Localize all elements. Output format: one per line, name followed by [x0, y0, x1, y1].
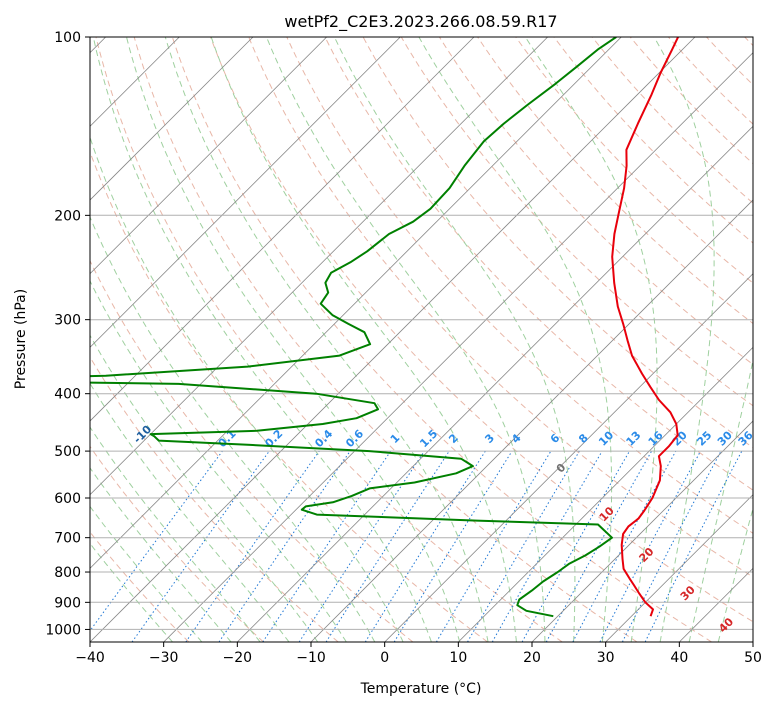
y-axis-ticks: 100 200 300 400 500 600 700 800 900 1000	[45, 30, 90, 638]
moist-adiabat	[210, 37, 517, 642]
y-tick-label: 900	[54, 595, 81, 611]
mixing-ratio-line	[521, 450, 630, 642]
dry-adiabat	[324, 37, 753, 491]
dry-adiabat	[95, 37, 563, 642]
isobars	[90, 37, 753, 630]
y-tick-label: 1000	[45, 622, 81, 638]
isotherm-line	[90, 37, 696, 642]
moist-adiabat	[90, 542, 173, 642]
moist-adiabat	[164, 37, 489, 642]
x-tick-label: 20	[523, 650, 541, 666]
chart-title: wetPf2_C2E3.2023.266.08.59.R17	[284, 12, 557, 32]
moist-adiabat	[90, 334, 319, 642]
mixing-ratio-line	[131, 450, 270, 642]
moist-adiabat	[90, 215, 376, 642]
temperature-profile	[611, 37, 680, 617]
mixing-ratio-line	[185, 450, 320, 642]
dry-adiabat	[133, 37, 638, 642]
x-tick-label: −20	[223, 650, 253, 666]
moist-adiabat	[92, 37, 432, 642]
x-tick-label: 10	[449, 650, 467, 666]
profile-series	[90, 37, 680, 618]
x-tick-label: −40	[75, 650, 105, 666]
mixing-ratio-line	[90, 450, 223, 632]
mixing-ratio-line	[393, 450, 513, 642]
mixing-ratio-line	[218, 450, 351, 642]
moist-adiabat	[418, 37, 613, 642]
moist-adiabat	[688, 358, 753, 642]
plot-frame	[89, 36, 754, 643]
isotherm-line	[605, 494, 753, 642]
dewpoint-profile	[90, 37, 617, 618]
dry-adiabat	[515, 37, 753, 284]
y-axis-label: Pressure (hPa)	[13, 289, 29, 389]
mixing-ratio-line	[491, 450, 603, 642]
y-tick-label: 100	[54, 30, 81, 46]
dry-adiabats	[90, 37, 753, 642]
dry-adiabat	[629, 37, 753, 165]
dry-adiabat	[171, 37, 712, 642]
moist-adiabat	[333, 37, 576, 642]
dry-adiabat	[90, 445, 264, 642]
moist-adiabat	[90, 382, 290, 642]
x-tick-label: 50	[744, 650, 762, 666]
mixing-ratio-line	[325, 450, 450, 642]
dry-adiabat	[400, 37, 753, 407]
x-axis-label: Temperature (°C)	[360, 681, 482, 697]
x-tick-label: −30	[149, 650, 179, 666]
y-tick-label: 300	[54, 313, 81, 329]
dry-adiabat	[90, 259, 414, 642]
moist-adiabat	[90, 467, 232, 642]
moist-adiabat	[90, 426, 261, 642]
isotherm-line	[90, 37, 254, 201]
isotherm-line	[90, 37, 475, 422]
moist-adiabat	[717, 506, 753, 642]
isotherms	[90, 37, 753, 642]
x-tick-label: −10	[296, 650, 326, 666]
mixing-ratio-lines	[90, 450, 743, 642]
isotherm-line	[237, 125, 753, 642]
mixing-ratio-line	[435, 450, 552, 642]
dry-adiabat	[477, 37, 753, 325]
mixing-ratio-line	[467, 450, 580, 642]
y-tick-label: 400	[54, 387, 81, 403]
dry-adiabat	[248, 37, 753, 578]
x-tick-label: 0	[380, 650, 389, 666]
moist-adiabat	[90, 135, 404, 642]
moist-adiabat	[266, 37, 546, 642]
isotherm-line	[90, 37, 548, 496]
moist-adiabat	[90, 505, 203, 642]
isotherm-line	[90, 37, 401, 348]
x-axis-ticks: −40 −30 −20 −10 0 10 20 30 40 50	[75, 642, 762, 666]
moist-adiabat	[126, 37, 461, 642]
moist-adiabat	[653, 37, 715, 642]
isotherm-line	[384, 273, 753, 642]
x-tick-label: 30	[597, 650, 615, 666]
isotherm-line	[90, 37, 327, 275]
dry-adiabat	[210, 37, 753, 623]
isotherm-line	[310, 199, 753, 642]
y-tick-label: 700	[54, 531, 81, 547]
y-tick-label: 600	[54, 491, 81, 507]
x-tick-label: 40	[670, 650, 688, 666]
dry-adiabat	[591, 37, 753, 204]
plot-area: -100-90-80-70-60-50-40-30-20-100.10.20.4…	[90, 37, 753, 642]
moist-adiabat	[524, 37, 658, 642]
y-tick-label: 500	[54, 444, 81, 460]
isotherm-line	[531, 420, 753, 642]
mixing-ratio-line	[364, 450, 486, 642]
isotherm-line	[90, 37, 622, 569]
isotherm-line	[458, 346, 753, 642]
y-tick-label: 800	[54, 565, 81, 581]
y-tick-label: 200	[54, 208, 81, 224]
isotherm-line	[163, 52, 753, 642]
